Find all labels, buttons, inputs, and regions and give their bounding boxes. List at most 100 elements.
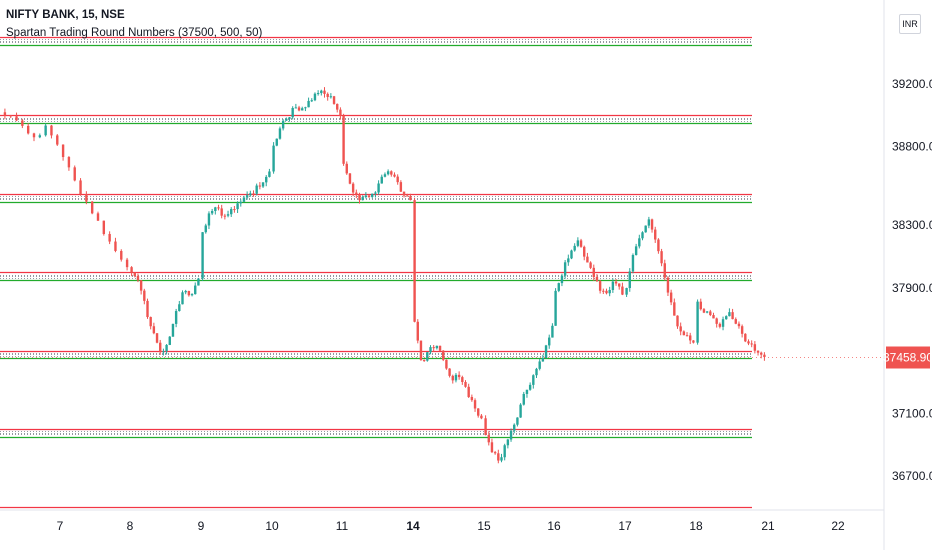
candle-body bbox=[152, 326, 156, 334]
last-price-label: 37458.90 bbox=[883, 351, 932, 365]
candle-body bbox=[207, 213, 211, 226]
candle-body bbox=[634, 246, 638, 256]
candle-body bbox=[753, 344, 757, 351]
candle-body bbox=[419, 340, 423, 360]
candle-body bbox=[480, 415, 483, 419]
candle-body bbox=[168, 336, 171, 345]
candle-body bbox=[386, 171, 390, 175]
candle-body bbox=[291, 107, 294, 118]
candle-body bbox=[301, 108, 304, 111]
candle-body bbox=[573, 245, 576, 251]
candle-body bbox=[413, 200, 416, 322]
candle-body bbox=[503, 445, 506, 458]
candle-body bbox=[316, 93, 320, 95]
candle-body bbox=[682, 331, 686, 336]
candle-body bbox=[56, 135, 59, 145]
candle-body bbox=[454, 374, 458, 381]
time-tick-label: 22 bbox=[831, 519, 845, 533]
candle-body bbox=[214, 207, 217, 211]
candle-body bbox=[377, 183, 380, 193]
time-tick-label: 9 bbox=[198, 519, 205, 533]
symbol-title[interactable]: NIFTY BANK, 15, NSE bbox=[6, 9, 125, 21]
candle-body bbox=[579, 240, 583, 247]
candle-body bbox=[641, 232, 644, 239]
candle-body bbox=[367, 195, 371, 197]
candle-body bbox=[159, 342, 162, 353]
currency-badge[interactable]: INR bbox=[899, 14, 921, 34]
candle-body bbox=[146, 300, 149, 318]
last-price-tag[interactable] bbox=[886, 346, 930, 369]
candle-body bbox=[61, 144, 65, 158]
candle-body bbox=[696, 301, 699, 343]
candle-body bbox=[332, 96, 336, 104]
candle-body bbox=[249, 193, 252, 196]
candle-body bbox=[657, 239, 660, 252]
candle-body bbox=[484, 418, 487, 436]
price-tick-label: 39200.00 bbox=[892, 77, 932, 91]
candle-body bbox=[399, 182, 403, 192]
candle-body bbox=[162, 351, 165, 353]
candle-body bbox=[715, 318, 718, 324]
candle-body bbox=[734, 319, 737, 324]
candle-body bbox=[563, 262, 567, 276]
candle-body bbox=[67, 157, 71, 168]
candle-body bbox=[611, 281, 615, 290]
candle-body bbox=[432, 347, 435, 349]
candle-body bbox=[181, 292, 184, 305]
candle-body bbox=[628, 271, 631, 289]
candle-body bbox=[760, 352, 763, 355]
candle-body bbox=[371, 193, 374, 197]
candle-body bbox=[326, 93, 329, 97]
candle-body bbox=[297, 107, 301, 111]
candle-body bbox=[226, 214, 230, 216]
candle-body bbox=[692, 340, 695, 343]
candle-body bbox=[497, 453, 500, 461]
time-tick-label: 7 bbox=[57, 519, 64, 533]
candle-body bbox=[239, 201, 242, 204]
candle-body bbox=[358, 194, 361, 201]
candle-body bbox=[663, 263, 666, 278]
candle-body bbox=[689, 335, 692, 341]
candle-body bbox=[470, 396, 474, 401]
candle-body bbox=[721, 319, 725, 327]
candle-body bbox=[255, 185, 258, 194]
candle-body bbox=[220, 208, 223, 216]
candle-body bbox=[285, 118, 288, 121]
candle-body bbox=[236, 203, 239, 210]
candle-body bbox=[464, 381, 467, 387]
candle-body bbox=[120, 250, 123, 260]
candle-body bbox=[500, 457, 503, 461]
candle-body bbox=[323, 90, 326, 94]
candle-body bbox=[625, 288, 628, 295]
candle-body bbox=[201, 232, 204, 279]
candle-body bbox=[320, 90, 323, 94]
candle-body bbox=[108, 233, 111, 242]
candle-body bbox=[467, 386, 470, 397]
candle-body bbox=[149, 317, 152, 327]
candle-body bbox=[380, 176, 383, 184]
candle-body bbox=[364, 195, 368, 198]
candle-body bbox=[409, 196, 412, 201]
candle-body bbox=[750, 343, 753, 345]
candle-body bbox=[133, 272, 136, 276]
time-tick-label: 8 bbox=[127, 519, 134, 533]
indicator-title[interactable]: Spartan Trading Round Numbers (37500, 50… bbox=[6, 27, 263, 39]
candle-body bbox=[223, 215, 227, 217]
candle-body bbox=[190, 294, 194, 296]
candle-body bbox=[541, 358, 545, 362]
candle-body bbox=[567, 258, 570, 263]
price-tick-label: 37900.00 bbox=[892, 281, 932, 295]
candle-body bbox=[490, 442, 494, 453]
candle-body bbox=[278, 128, 282, 139]
candle-body bbox=[487, 435, 490, 443]
candle-body bbox=[435, 345, 439, 349]
time-tick-label: 21 bbox=[761, 519, 775, 533]
time-tick-label: 15 bbox=[477, 519, 491, 533]
price-tick-label: 36700.00 bbox=[892, 469, 932, 483]
candle-body bbox=[598, 281, 602, 291]
candle-body bbox=[102, 220, 106, 234]
candle-body bbox=[528, 384, 532, 390]
candle-body bbox=[252, 193, 255, 195]
